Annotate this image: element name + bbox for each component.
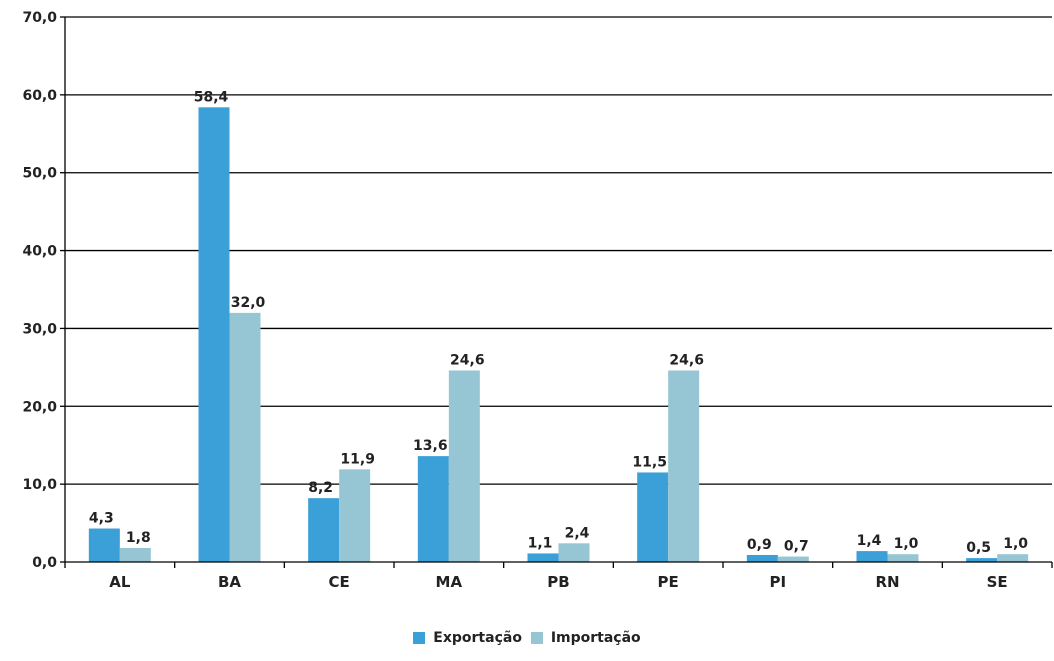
- x-tick-label: CE: [329, 573, 350, 591]
- data-label: 4,3: [89, 511, 114, 527]
- data-label: 1,0: [1003, 536, 1028, 552]
- y-tick-label: 10,0: [22, 477, 57, 493]
- data-label: 0,5: [966, 540, 991, 556]
- bar-exportacao-pe: [637, 472, 669, 562]
- bar-importacao-al: [119, 547, 151, 562]
- data-label: 13,6: [413, 438, 448, 454]
- data-label: 11,9: [340, 451, 375, 467]
- x-tick-label: PI: [770, 573, 787, 591]
- bar-importacao-rn: [887, 554, 919, 562]
- legend: Exportação Importação: [0, 630, 1054, 648]
- y-tick-label: 60,0: [22, 88, 57, 104]
- x-tick-label: PB: [547, 573, 569, 591]
- data-label: 24,6: [669, 352, 704, 368]
- bar-exportacao-se: [966, 558, 998, 562]
- x-tick-label: RN: [875, 573, 899, 591]
- bar-importacao-pe: [668, 370, 700, 562]
- legend-swatch-importacao: [530, 632, 543, 644]
- bar-exportacao-al: [88, 528, 120, 562]
- x-tick-label: PE: [658, 573, 679, 591]
- data-label: 0,7: [784, 539, 809, 555]
- y-tick-labels: 0,0 10,0 20,0 30,0 40,0 50,0 60,0 70,0: [22, 10, 57, 571]
- data-label: 32,0: [231, 295, 266, 311]
- x-tick-label: MA: [436, 573, 463, 591]
- data-label: 11,5: [632, 454, 667, 470]
- x-tick-label: BA: [218, 573, 241, 591]
- bar-exportacao-pi: [746, 554, 778, 562]
- bar-exportacao-pb: [527, 553, 559, 562]
- bar-exportacao-ma: [417, 456, 449, 562]
- data-labels: 4,3 1,8 58,4 32,0 8,2 11,9 13,6 24,6 1,1 2,4 11,5 2…: [89, 89, 1028, 556]
- y-tick-label: 50,0: [22, 166, 57, 182]
- bar-exportacao-rn: [856, 551, 888, 562]
- data-label: 1,0: [894, 536, 919, 552]
- data-label: 8,2: [308, 480, 333, 496]
- x-tick-label: AL: [109, 573, 131, 591]
- legend-item-importacao: Importação: [530, 630, 641, 646]
- x-tick-label: SE: [987, 573, 1008, 591]
- legend-label-importacao: Importação: [550, 630, 641, 646]
- data-label: 1,1: [528, 535, 553, 551]
- bar-importacao-pi: [777, 556, 809, 562]
- legend-label-exportacao: Exportação: [433, 630, 522, 646]
- data-label: 58,4: [194, 89, 229, 105]
- bar-importacao-ce: [339, 469, 371, 562]
- bars: [88, 107, 1029, 563]
- y-tick-label: 70,0: [22, 10, 57, 26]
- y-tick-label: 40,0: [22, 244, 57, 260]
- bar-importacao-pb: [558, 543, 590, 562]
- y-tick-label: 0,0: [32, 555, 57, 571]
- bar-importacao-ba: [229, 312, 261, 562]
- legend-item-exportacao: Exportação: [413, 630, 522, 646]
- data-label: 2,4: [565, 525, 590, 541]
- data-label: 1,4: [857, 533, 882, 549]
- x-tick-labels: AL BA CE MA PB PE PI RN SE: [109, 573, 1007, 591]
- bar-importacao-ma: [448, 370, 480, 562]
- bar-exportacao-ce: [308, 498, 340, 562]
- bar-exportacao-ba: [198, 107, 230, 563]
- axes: [60, 16, 1053, 568]
- data-label: 1,8: [126, 530, 151, 546]
- legend-swatch-exportacao: [413, 632, 426, 644]
- data-label: 24,6: [450, 352, 485, 368]
- y-tick-label: 30,0: [22, 321, 57, 337]
- data-label: 0,9: [747, 537, 772, 553]
- bar-importacao-se: [997, 554, 1029, 562]
- y-tick-label: 20,0: [22, 399, 57, 415]
